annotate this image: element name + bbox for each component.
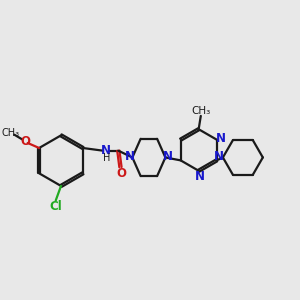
- Text: O: O: [116, 167, 126, 179]
- Text: N: N: [194, 170, 205, 183]
- Text: O: O: [20, 135, 30, 148]
- Text: N: N: [163, 150, 172, 163]
- Text: N: N: [216, 132, 226, 145]
- Text: N: N: [214, 150, 224, 163]
- Text: N: N: [101, 144, 111, 157]
- Text: N: N: [125, 150, 135, 163]
- Text: CH₃: CH₃: [192, 106, 211, 116]
- Text: Cl: Cl: [49, 200, 62, 213]
- Text: CH₃: CH₃: [2, 128, 20, 138]
- Text: H: H: [103, 153, 110, 163]
